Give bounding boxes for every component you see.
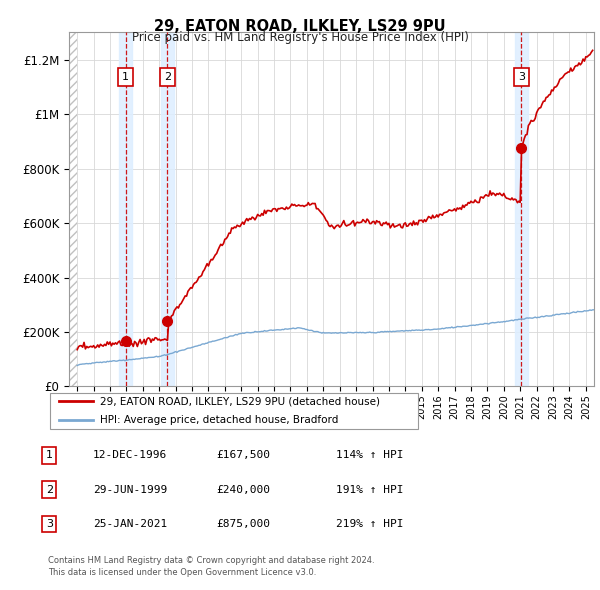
Text: 12-DEC-1996: 12-DEC-1996 <box>93 451 167 460</box>
Text: 3: 3 <box>46 519 53 529</box>
Bar <box>161 32 174 386</box>
Text: 2: 2 <box>164 72 171 81</box>
Bar <box>119 32 133 386</box>
Text: 29, EATON ROAD, ILKLEY, LS29 9PU (detached house): 29, EATON ROAD, ILKLEY, LS29 9PU (detach… <box>100 396 380 406</box>
Bar <box>64 32 77 386</box>
Text: 29, EATON ROAD, ILKLEY, LS29 9PU: 29, EATON ROAD, ILKLEY, LS29 9PU <box>154 19 446 34</box>
Text: 191% ↑ HPI: 191% ↑ HPI <box>336 485 404 494</box>
Text: Price paid vs. HM Land Registry's House Price Index (HPI): Price paid vs. HM Land Registry's House … <box>131 31 469 44</box>
Text: HPI: Average price, detached house, Bradford: HPI: Average price, detached house, Brad… <box>100 415 338 425</box>
Text: £875,000: £875,000 <box>216 519 270 529</box>
Text: 114% ↑ HPI: 114% ↑ HPI <box>336 451 404 460</box>
Text: 219% ↑ HPI: 219% ↑ HPI <box>336 519 404 529</box>
Text: This data is licensed under the Open Government Licence v3.0.: This data is licensed under the Open Gov… <box>48 568 316 577</box>
Bar <box>515 32 528 386</box>
Text: £167,500: £167,500 <box>216 451 270 460</box>
Bar <box>64 32 77 386</box>
Text: 25-JAN-2021: 25-JAN-2021 <box>93 519 167 529</box>
Text: Contains HM Land Registry data © Crown copyright and database right 2024.: Contains HM Land Registry data © Crown c… <box>48 556 374 565</box>
Text: 29-JUN-1999: 29-JUN-1999 <box>93 485 167 494</box>
Text: £240,000: £240,000 <box>216 485 270 494</box>
Text: 1: 1 <box>46 451 53 460</box>
Text: 2: 2 <box>46 485 53 494</box>
Text: 1: 1 <box>122 72 129 81</box>
FancyBboxPatch shape <box>50 392 418 429</box>
Text: 3: 3 <box>518 72 525 81</box>
